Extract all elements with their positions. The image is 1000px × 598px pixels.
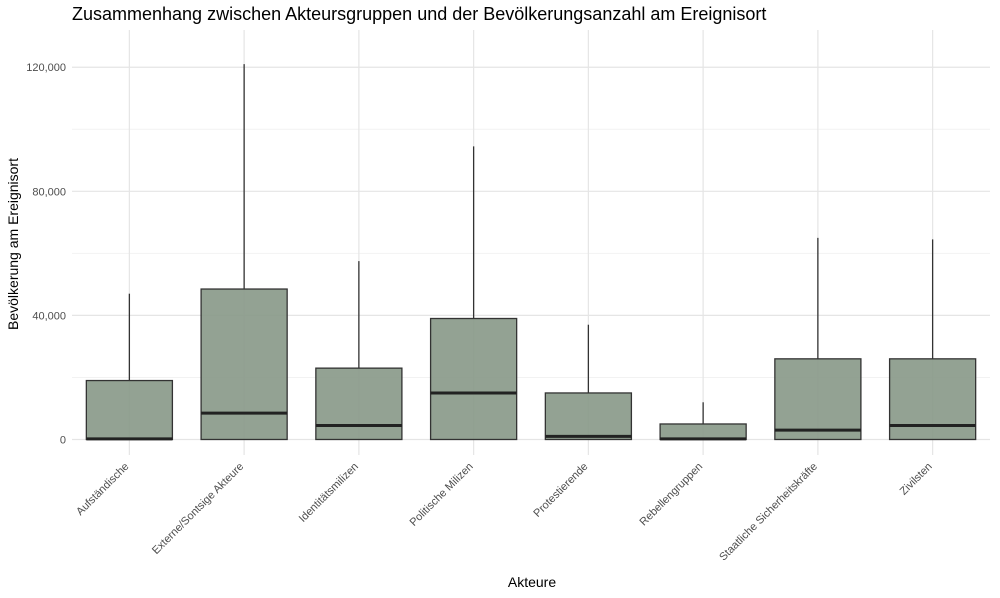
box-7 [774,237,862,441]
box-5 [544,324,633,441]
chart-title: Zusammenhang zwischen Akteursgruppen und… [72,4,767,24]
boxes [85,64,977,441]
box-3 [315,261,403,441]
box-4 [429,146,518,441]
box-2 [200,64,288,441]
x-axis-title: Akteure [508,574,556,590]
box-1 [85,293,174,441]
y-tick-label: 40,000 [32,310,66,322]
y-tick-label: 0 [60,434,66,446]
box-body [315,367,403,441]
x-tick-label: Staatliche Sicherheitskräfte [717,461,820,564]
box-6 [659,402,747,441]
box-body [774,358,862,441]
x-tick-label: Aufständische [74,461,131,518]
box-body [659,423,747,441]
box-body [429,317,518,441]
x-tick-label: Rebellengruppen [638,461,706,529]
x-axis: Aufständische Externe/Sontsige Akteure Ide… [74,461,935,564]
x-tick-label: Zivilsten [898,461,935,498]
y-axis: 0 40,000 80,000 120,000 [26,62,66,446]
box-body [200,288,288,441]
box-body [85,379,174,441]
y-tick-label: 120,000 [26,62,66,74]
x-tick-label: Externe/Sontsige Akteure [150,461,246,557]
y-tick-label: 80,000 [32,186,66,198]
x-tick-label: Politische Milizen [408,461,476,529]
box-body [544,392,633,441]
box-8 [888,239,977,441]
y-axis-title: Bevölkerung am Ereignisort [5,158,21,330]
x-tick-label: Identitätsmilizen [297,461,361,525]
box-body [888,358,977,441]
x-tick-label: Protestierende [531,461,590,520]
